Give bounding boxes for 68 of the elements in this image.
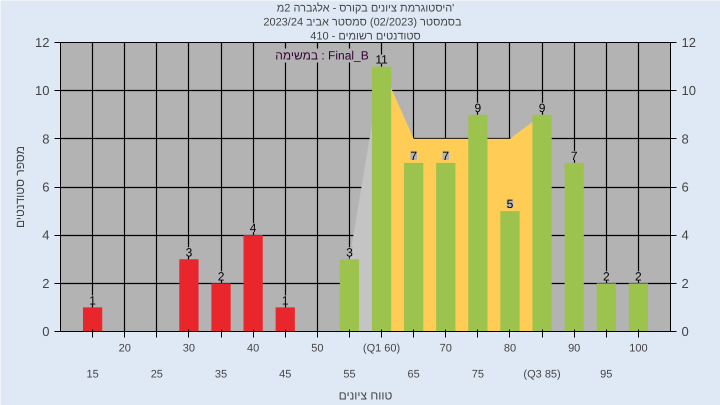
bar (436, 162, 456, 332)
data-label: 9 (474, 100, 482, 115)
data-label: 1 (282, 293, 289, 308)
chart-subtitle: בסמסטר (02/2023) סמסטר אביב 2023/24 (263, 16, 462, 28)
y2-tick-label: 8 (682, 131, 689, 146)
data-label: 11 (375, 52, 388, 67)
y2-tick-label: 6 (682, 180, 689, 194)
bar (532, 114, 552, 332)
x-tick-label: 100 (629, 342, 648, 354)
data-label: 7 (442, 148, 450, 163)
chart-title: היסטוגרמת ציונים בקורס - אלגברה 2מ' (276, 2, 454, 14)
data-label: 3 (346, 245, 354, 260)
bar (372, 66, 392, 332)
x-tick-label: 90 (568, 342, 580, 354)
bar (596, 283, 616, 332)
bar (276, 307, 295, 332)
bar (564, 162, 584, 332)
bar (82, 307, 102, 332)
y2-tick-label: 4 (682, 228, 689, 243)
x-tick-label: 65 (408, 368, 420, 380)
y-axis-title: מספר סטודנטים (13, 146, 28, 228)
data-label: 5 (506, 197, 514, 212)
x-tick-label: 30 (182, 342, 196, 354)
x-axis-title: טווח ציונים (338, 388, 393, 402)
x-tick-label: 20 (118, 342, 131, 354)
bar (244, 235, 263, 332)
bar (179, 259, 199, 332)
data-label: 4 (250, 221, 257, 236)
y-tick-label: 4 (42, 228, 50, 243)
x-tick-label: 45 (279, 368, 292, 380)
annotation: במשימה : Final_B (275, 48, 369, 62)
y2-tick-label: 12 (682, 35, 696, 50)
y2-tick-label: 2 (682, 276, 689, 291)
data-label: 2 (602, 269, 610, 284)
y-tick-label: 6 (42, 180, 50, 194)
y-tick-label: 2 (42, 276, 50, 291)
x-tick-label: 40 (247, 342, 260, 354)
x-tick-label: 80 (504, 342, 516, 354)
x-tick-label: 70 (440, 342, 452, 354)
data-label: 9 (538, 100, 546, 115)
bar (500, 211, 520, 332)
x-tick-label: (Q1 60) (362, 342, 400, 354)
x-tick-label: 75 (472, 368, 484, 380)
bar (628, 283, 648, 332)
data-label: 7 (570, 148, 578, 163)
x-tick-label: 35 (214, 368, 228, 380)
data-label: 1 (89, 293, 96, 308)
x-tick-label: 50 (311, 342, 324, 354)
y2-tick-label: 10 (682, 83, 696, 98)
bar (340, 259, 360, 332)
y-tick-label: 12 (35, 35, 50, 50)
x-tick-label: (Q3 85) (523, 368, 561, 380)
x-tick-label: 25 (150, 368, 163, 380)
y2-tick-label: 0 (682, 324, 689, 339)
y-tick-label: 10 (35, 83, 50, 98)
data-label: 2 (218, 269, 225, 284)
bar (211, 283, 231, 332)
x-tick-label: 15 (86, 368, 99, 380)
y-tick-label: 0 (42, 324, 50, 339)
data-label: 3 (186, 245, 193, 260)
bar (404, 162, 424, 332)
x-tick-label: 95 (600, 368, 612, 380)
data-label: 2 (635, 269, 642, 284)
x-tick-label: 55 (343, 368, 356, 380)
bar (468, 114, 488, 332)
annotation: סטודנטים רשומים - 410 (310, 30, 421, 42)
data-label: 7 (410, 148, 418, 163)
y-tick-label: 8 (42, 131, 50, 146)
